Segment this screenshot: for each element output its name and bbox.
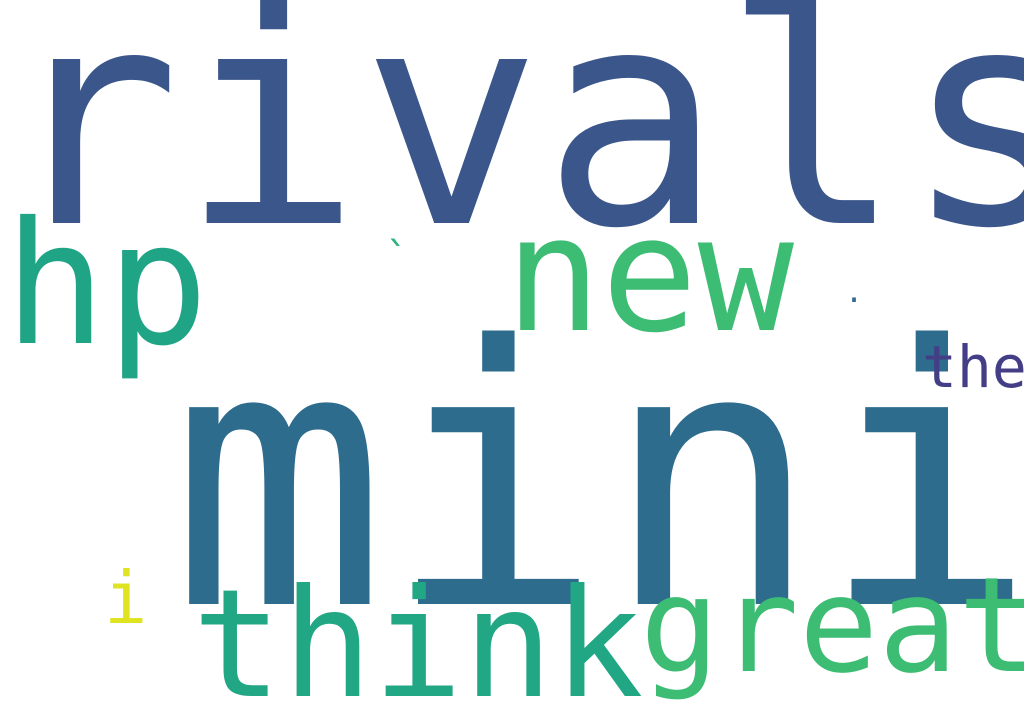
word-i: i bbox=[104, 556, 148, 640]
word-rivals: rivals bbox=[0, 0, 1024, 294]
word-the: the bbox=[922, 333, 1024, 401]
word-hp: hp bbox=[4, 186, 209, 384]
word-backtick: ` bbox=[385, 235, 410, 281]
word-mini: mini bbox=[170, 270, 1024, 689]
word-great: great bbox=[640, 549, 1024, 703]
word-dot: . bbox=[845, 275, 864, 310]
word-new: new bbox=[505, 181, 794, 368]
word-think: think bbox=[192, 558, 644, 720]
